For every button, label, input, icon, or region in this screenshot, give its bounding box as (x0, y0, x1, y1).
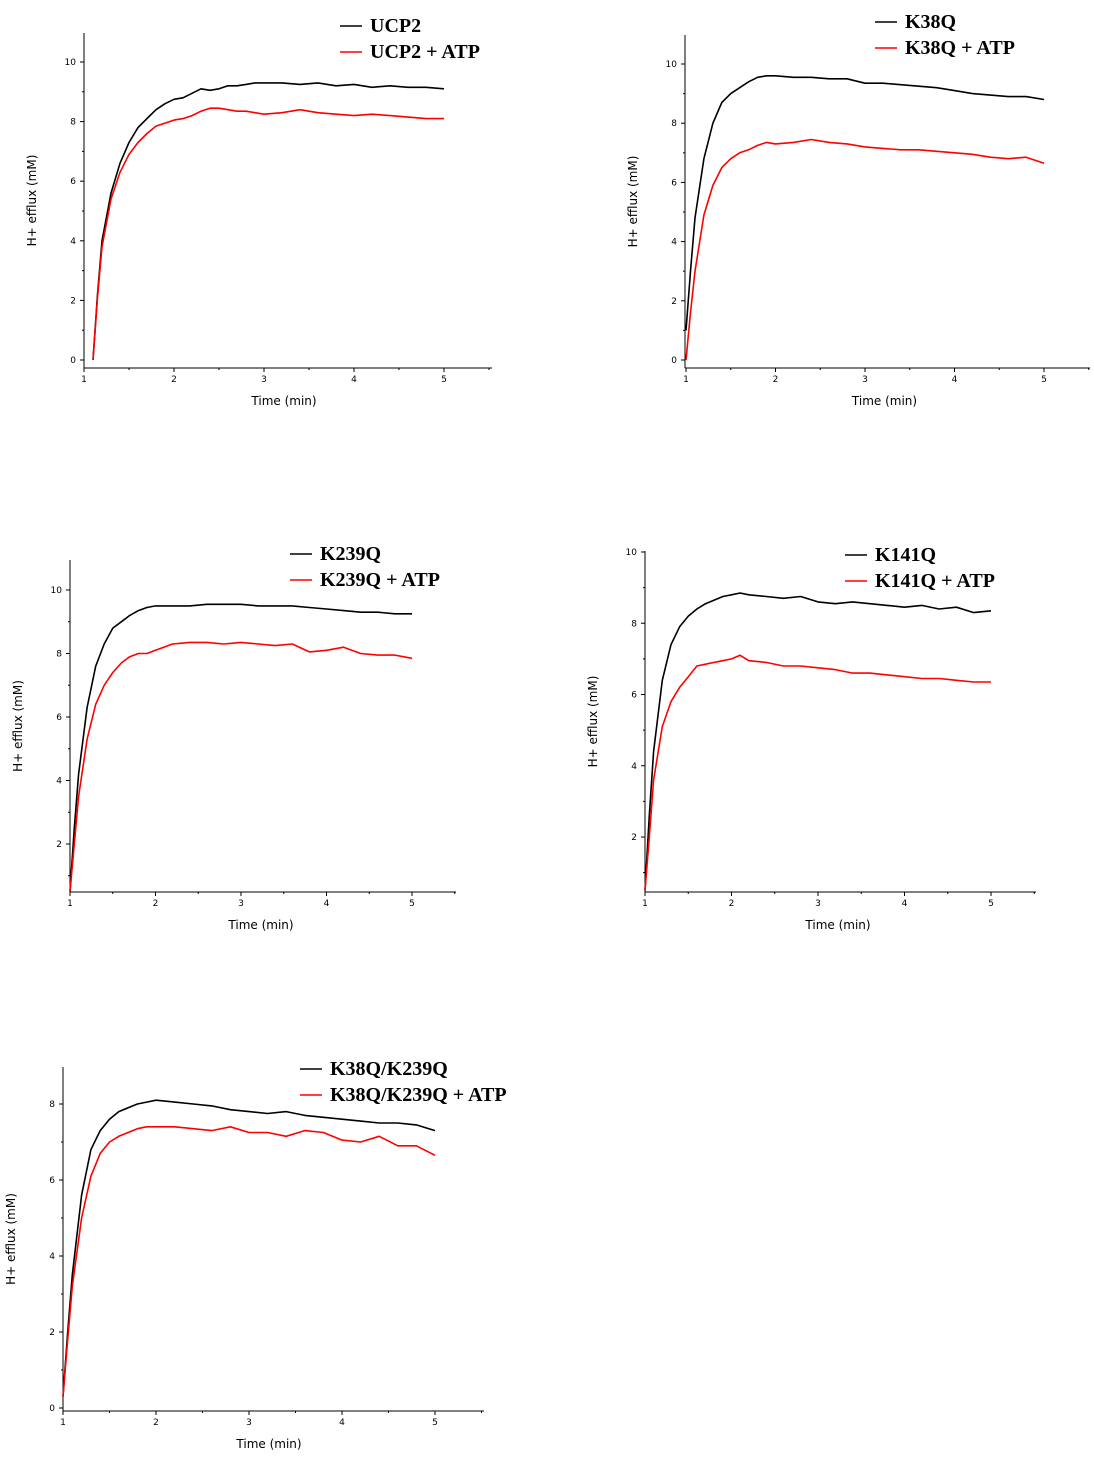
y-tick-label: 6 (631, 691, 637, 701)
y-tick-label: 2 (49, 1328, 55, 1338)
y-tick-label: 10 (626, 548, 638, 558)
x-tick-label: 4 (902, 899, 908, 909)
chart-panel-5: 1 2 3 4 5 0 2 4 6 8 Time (min) H+ efflux (mM) K38Q/K… (4, 1058, 507, 1451)
y-tick-label: 2 (631, 833, 637, 843)
series-line-control (69, 603, 412, 892)
legend: K38Q/K239Q K38Q/K239Q + ATP (300, 1058, 507, 1106)
x-tick-label: 1 (60, 1418, 66, 1428)
y-axis-title: H+ efflux (mM) (626, 156, 640, 248)
x-axis-title: Time (min) (851, 394, 917, 408)
series-line-control (644, 592, 992, 891)
legend-label: K239Q + ATP (320, 569, 440, 591)
y-tick-label: 10 (666, 60, 678, 70)
legend: UCP2 UCP2 + ATP (340, 15, 480, 63)
y-tick-label: 8 (56, 650, 62, 660)
y-tick-label: 4 (56, 777, 62, 787)
x-tick-label: 4 (351, 375, 357, 385)
y-tick-label: 0 (70, 356, 76, 366)
x-axis-title: Time (min) (227, 918, 293, 932)
x-tick-label: 3 (815, 899, 821, 909)
x-tick-label: 5 (409, 899, 415, 909)
y-tick-label: 10 (65, 58, 77, 68)
legend-label: K38Q/K239Q + ATP (330, 1084, 507, 1106)
x-tick-label: 2 (153, 899, 159, 909)
chart-panel-2: 1 2 3 4 5 0 2 4 6 8 10 Time (min) H+ efflux (mM) K38Q… (626, 11, 1090, 408)
x-tick-label: 1 (81, 375, 87, 385)
x-tick-label: 3 (261, 375, 267, 385)
y-tick-label: 0 (49, 1404, 55, 1414)
x-axis-title: Time (min) (235, 1437, 301, 1451)
y-tick-label: 0 (671, 356, 677, 366)
legend-label: UCP2 (370, 15, 421, 37)
y-tick-label: 2 (56, 840, 62, 850)
y-tick-label: 8 (631, 619, 637, 629)
y-tick-label: 6 (49, 1176, 55, 1186)
series-line-atp (69, 641, 413, 892)
y-tick-label: 6 (70, 177, 76, 187)
x-axis-title: Time (min) (804, 918, 870, 932)
legend-label: K38Q + ATP (905, 37, 1015, 59)
x-axis-title: Time (min) (250, 394, 316, 408)
series-line-atp (92, 107, 444, 361)
y-tick-label: 10 (51, 586, 63, 596)
x-tick-label: 5 (441, 375, 447, 385)
legend-label: K38Q/K239Q (330, 1058, 448, 1080)
x-tick-label: 3 (238, 899, 244, 909)
series-line-control (685, 75, 1045, 331)
x-tick-label: 1 (683, 375, 689, 385)
chart-panel-3: 1 2 3 4 5 2 4 6 8 10 Time (min) H+ efflux (mM) K239Q… (11, 543, 456, 932)
legend: K38Q K38Q + ATP (875, 11, 1015, 59)
x-tick-label: 3 (246, 1418, 252, 1428)
legend-label: UCP2 + ATP (370, 41, 480, 63)
series-line-control (92, 82, 445, 361)
y-axis-title: H+ efflux (mM) (25, 155, 39, 247)
legend-label: K38Q (905, 11, 956, 33)
y-tick-label: 6 (56, 713, 62, 723)
x-tick-label: 2 (171, 375, 177, 385)
chart-panel-1: 1 2 3 4 5 0 2 4 6 8 10 Time (min) H+ efflux (mM) UCP2… (25, 15, 492, 408)
series-line-atp (62, 1126, 436, 1397)
y-tick-label: 6 (671, 178, 677, 188)
chart-panel-4: 1 2 3 4 5 2 4 6 8 10 Time (min) H+ efflux (mM) K141Q… (586, 544, 1036, 932)
y-tick-label: 4 (70, 237, 76, 247)
x-tick-label: 2 (153, 1418, 159, 1428)
y-tick-label: 2 (671, 297, 677, 307)
legend-label: K141Q (875, 544, 936, 566)
x-tick-label: 5 (1041, 375, 1047, 385)
y-axis-title: H+ efflux (mM) (11, 680, 25, 772)
y-tick-label: 8 (49, 1100, 55, 1110)
x-tick-label: 5 (988, 899, 994, 909)
x-tick-label: 1 (642, 899, 648, 909)
series-line-atp (644, 654, 991, 891)
y-tick-label: 2 (70, 296, 76, 306)
x-tick-label: 4 (952, 375, 958, 385)
y-tick-label: 4 (49, 1252, 55, 1262)
legend: K239Q K239Q + ATP (290, 543, 440, 591)
x-tick-label: 3 (862, 375, 868, 385)
y-axis-title: H+ efflux (mM) (586, 676, 600, 768)
y-tick-label: 4 (631, 762, 637, 772)
y-tick-label: 4 (671, 238, 677, 248)
legend: K141Q K141Q + ATP (845, 544, 995, 592)
x-tick-label: 2 (773, 375, 779, 385)
series-line-control (62, 1099, 436, 1397)
x-tick-label: 5 (432, 1418, 438, 1428)
x-tick-label: 2 (729, 899, 735, 909)
x-tick-label: 4 (324, 899, 330, 909)
y-tick-label: 8 (70, 118, 76, 128)
series-line-atp (685, 138, 1045, 361)
x-tick-label: 1 (67, 899, 73, 909)
y-axis-title: H+ efflux (mM) (4, 1193, 18, 1285)
legend-label: K239Q (320, 543, 381, 565)
legend-label: K141Q + ATP (875, 570, 995, 592)
x-tick-label: 4 (339, 1418, 345, 1428)
y-tick-label: 8 (671, 119, 677, 129)
